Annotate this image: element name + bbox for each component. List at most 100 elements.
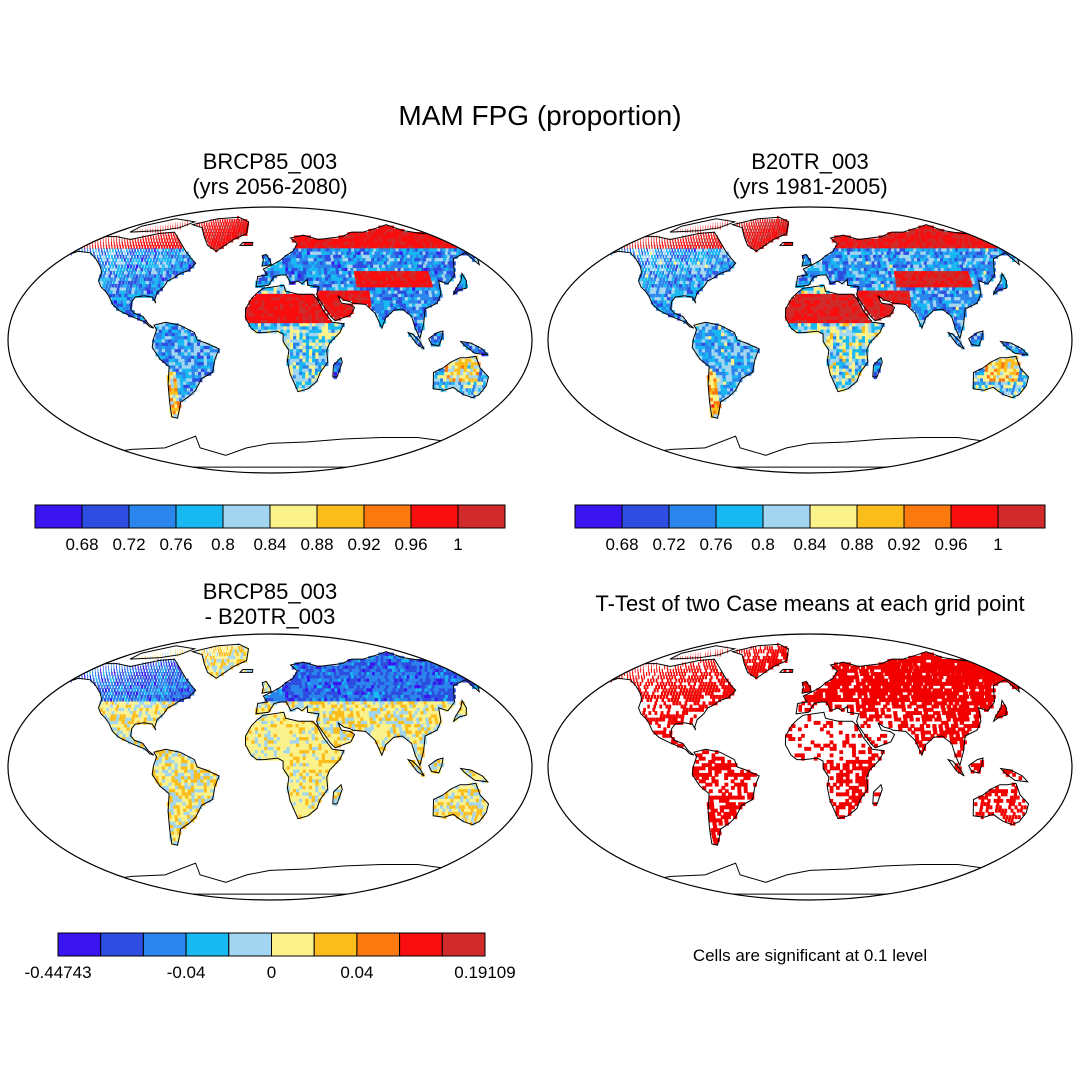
coastline-new-guinea [459,340,489,356]
coastline-arctic-islands [129,645,197,660]
map-border [547,633,1073,901]
coastline-indonesia-borneo [968,757,984,774]
colorbar-swatch [185,932,230,957]
colorbar-swatch [57,932,102,957]
coastline-iceland [238,669,254,673]
colorbar-tick-label: 0.68 [605,535,638,554]
map-ttest-significance [547,633,1073,901]
coastline-africa [784,711,885,820]
colorbar-tick-label: 0.84 [253,535,286,554]
coastline-sumatra [946,331,965,350]
colorbar-swatch [903,504,952,529]
colorbar-swatch [715,504,764,529]
coastline-greenland [730,216,790,252]
colorbar-swatch [100,932,144,957]
coastline-british-isles [801,680,812,694]
colorbar-tick-label: 0.88 [840,535,873,554]
colorbar-tick-label: 0.8 [211,535,235,554]
coastline-australia [432,782,490,826]
coastline-new-guinea [459,767,489,783]
coastline-africa [244,284,345,393]
colorbar-tick-label: 0.04 [340,963,373,982]
colorbar-tick-label: -0.04 [167,963,206,982]
coastline-sumatra [406,331,425,350]
field-cells [602,642,1059,846]
colorbar-swatch [128,504,177,529]
figure-title: MAM FPG (proportion) [398,100,682,131]
colorbar-tick-label: 0.72 [652,535,685,554]
panel-subtitle-hist-years: (yrs 1981-2005) [732,174,888,199]
map-future-fpg [7,206,533,474]
coastline-north-america [58,231,197,329]
colorbar-tick-label: 1 [993,535,1002,554]
colorbar-swatch [356,932,401,957]
colorbar-swatch [269,504,318,529]
coastline-antarctica [58,435,471,468]
colorbar-swatch [271,932,315,957]
coastline-madagascar [332,783,343,805]
colorbar-swatch [399,932,443,957]
coastline-north-america [58,658,197,756]
colorbar-swatch [34,504,83,529]
coastline-indonesia-borneo [968,330,984,347]
colorbar-tick-label: 0.96 [394,535,427,554]
coastline-eurasia [795,224,1039,341]
colorbar-swatch [574,504,623,529]
coastline-japan [452,699,467,723]
field-cells [62,215,519,419]
coastline-new-zealand [1035,817,1059,836]
colorbar-tick-label: -0.44743 [24,963,91,982]
colorbar-tick-label: 0.92 [347,535,380,554]
coastline-australia [972,355,1030,399]
coastline-antarctica [598,862,1011,895]
colorbar-swatch [410,504,459,529]
coastline-antarctica [58,862,471,895]
colorbar-tick-label: 1 [453,535,462,554]
coastline-greenland [730,643,790,679]
coastline-madagascar [332,356,343,378]
colorbar-swatch [313,932,358,957]
field-cells [62,642,519,846]
coastline-north-america [598,231,737,329]
colorbar-tick-label: 0.76 [159,535,192,554]
colorbar-swatch [316,504,365,529]
coastline-iceland [778,242,794,246]
colorbar-swatch [142,932,187,957]
colorbar-swatch [81,504,130,529]
coastline-australia [432,355,490,399]
coastline-south-america [151,748,220,846]
colorbar-swatch [441,932,486,957]
field-cells [602,215,1059,419]
colorbar-swatch [809,504,858,529]
coastline-japan [452,272,467,296]
coastline-south-america [691,321,760,419]
coastline-africa [784,284,885,393]
significance-note: Cells are significant at 0.1 level [692,946,928,965]
coastline-british-isles [801,253,812,267]
coastline-arctic-islands [129,218,197,233]
coastline-africa [244,711,345,820]
coastline-eurasia [255,651,499,768]
coastline-new-guinea [999,767,1029,783]
colorbar-swatch [856,504,905,529]
coastline-iceland [778,669,794,673]
colorbar-tick-label: 0.88 [300,535,333,554]
coastline-eurasia [255,224,499,341]
coastline-japan [992,272,1007,296]
colorbar-swatch [621,504,670,529]
coastline-arctic-islands [669,645,737,660]
colorbar-swatch [762,504,811,529]
panel-subtitle-future-years: (yrs 2056-2080) [192,174,348,199]
coastline-eurasia [795,651,1039,768]
coastline-new-zealand [495,817,519,836]
coastline-japan [992,699,1007,723]
coastline-arctic-islands [669,218,737,233]
colorbar-tick-label: 0.72 [112,535,145,554]
coastline-madagascar [872,356,883,378]
map-hist-fpg [547,206,1073,474]
coastline-indonesia-borneo [428,330,444,347]
coastline-new-guinea [999,340,1029,356]
colorbar-swatch [363,504,412,529]
colorbar-swatch [950,504,999,529]
colorbar-diff: -0.44743 -0.04 0 0.04 0.19109 [24,932,516,982]
